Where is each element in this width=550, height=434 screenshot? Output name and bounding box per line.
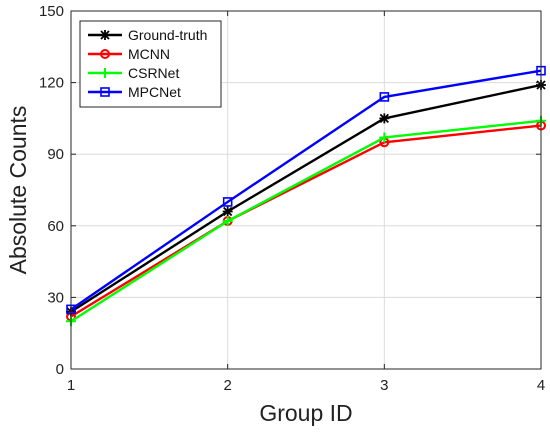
series-line-ground-truth	[70, 83, 542, 313]
data-point-csrnet	[379, 132, 390, 143]
x-tick-label: 4	[537, 377, 545, 394]
y-tick-label: 30	[47, 289, 64, 306]
data-point-mpcnet	[379, 92, 390, 102]
legend-item-ground-truth: Ground-truth	[88, 27, 207, 43]
tick-layer: 1 2 3 4 0 30 60 90 120 150	[39, 3, 545, 394]
legend-label-csrnet: CSRNet	[128, 65, 179, 81]
data-point-ground-truth	[379, 113, 390, 124]
plot-area-frame	[70, 10, 542, 370]
x-axis-label: Group ID	[259, 400, 352, 426]
y-tick-label: 90	[47, 146, 64, 163]
series-line-mpcnet	[70, 69, 542, 311]
legend-marker-mpcnet	[100, 87, 110, 97]
legend-label-ground-truth: Ground-truth	[128, 27, 207, 43]
data-point-csrnet	[222, 216, 233, 227]
legend-marker-ground-truth	[100, 30, 110, 40]
legend-marker-csrnet	[100, 68, 110, 78]
series-layer	[66, 65, 546, 327]
data-point-ground-truth	[222, 206, 233, 217]
series-line-mcnn	[70, 124, 542, 318]
x-tick-label: 3	[380, 377, 388, 394]
legend-item-mpcnet: MPCNet	[88, 84, 181, 100]
legend-item-csrnet: CSRNet	[88, 65, 179, 81]
data-point-mpcnet	[222, 197, 233, 207]
y-tick-label: 120	[39, 75, 64, 92]
x-tick-label: 1	[67, 377, 75, 394]
legend-label-mpcnet: MPCNet	[128, 84, 181, 100]
legend-item-mcnn: MCNN	[88, 46, 170, 62]
y-tick-label: 60	[47, 218, 64, 235]
series-line-csrnet	[70, 119, 542, 323]
series-csrnet	[66, 115, 546, 327]
x-tick-label: 2	[223, 377, 231, 394]
legend-label-mcnn: MCNN	[128, 46, 170, 62]
y-tick-label: 0	[56, 361, 64, 378]
y-axis-label: Absolute Counts	[5, 106, 31, 275]
legend: Ground-truth MCNN CSRNet MPCNet	[79, 20, 222, 108]
y-tick-label: 150	[39, 3, 64, 20]
legend-marker-mcnn	[100, 49, 110, 59]
